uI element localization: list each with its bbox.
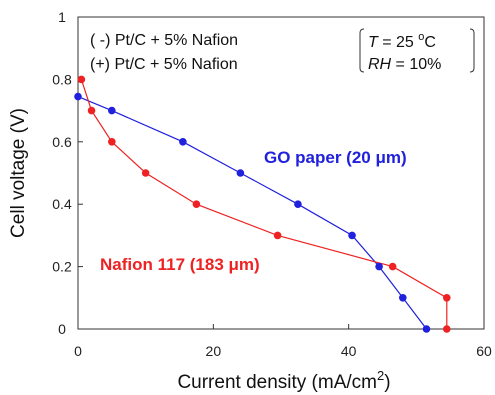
humidity-condition: RH = 10%	[368, 56, 441, 73]
data-point-nafion	[442, 294, 451, 302]
data-point-nafion	[388, 262, 397, 271]
x-tick-label: 20	[206, 343, 222, 359]
data-point-go-paper	[375, 262, 383, 271]
data-point-nafion	[141, 169, 150, 177]
data-point-nafion	[108, 138, 116, 146]
axis-ticks: 0 20 40 60 0 0.2 0.4 0.6 0.8 1	[52, 9, 492, 359]
series-label-nafion: Nafion 117 (183 μm)	[100, 255, 260, 274]
data-point-nafion	[77, 75, 86, 84]
data-point-nafion	[192, 200, 201, 208]
humidity-value: = 10%	[391, 56, 441, 73]
data-point-nafion	[442, 325, 451, 333]
y-axis-title: Cell voltage (V)	[8, 108, 29, 238]
x-tick-label: 0	[74, 343, 82, 359]
temperature-condition: T = 25 oC	[368, 31, 436, 51]
data-point-go-paper	[399, 294, 407, 302]
temperature-value: = 25	[378, 34, 418, 51]
x-tick-label: 60	[476, 343, 492, 359]
temperature-unit: C	[424, 34, 436, 51]
series-lines	[77, 79, 448, 330]
humidity-symbol: RH	[368, 56, 392, 73]
series-label-go-paper: GO paper (20 μm)	[264, 148, 407, 167]
data-point-nafion	[87, 106, 96, 115]
data-point-go-paper	[294, 200, 302, 208]
data-point-go-paper	[74, 92, 82, 101]
data-point-go-paper	[348, 231, 356, 240]
x-axis-title-main: Current density (mA/cm	[177, 372, 377, 393]
y-tick-label: 0.2	[52, 259, 72, 275]
series-line-nafion	[80, 79, 448, 329]
series-line-go-paper	[77, 96, 427, 330]
series-points	[74, 75, 451, 333]
legend-box: ( -) Pt/C + 5% Nafion (+) Pt/C + 5% Nafi…	[90, 32, 238, 73]
y-tick-label: 1	[58, 9, 66, 25]
data-point-nafion	[273, 231, 282, 240]
degree-mark: o	[418, 31, 424, 43]
x-axis-title-sup: 2	[377, 368, 384, 383]
x-tick-label: 40	[341, 343, 357, 359]
legend-line-anode: ( -) Pt/C + 5% Nafion	[90, 32, 238, 49]
data-point-go-paper	[108, 106, 116, 115]
legend-line-cathode: (+) Pt/C + 5% Nafion	[90, 56, 238, 73]
conditions-box: T = 25 oC RH = 10%	[359, 28, 475, 73]
plot-frame	[77, 16, 485, 330]
x-axis-title: Current density (mA/cm2)	[177, 368, 390, 393]
data-point-go-paper	[236, 169, 245, 177]
data-point-go-paper	[179, 138, 187, 146]
y-tick-label: 0.4	[52, 196, 72, 212]
data-point-go-paper	[422, 325, 431, 333]
x-axis-title-tail: )	[384, 372, 390, 393]
y-tick-label: 0.6	[52, 134, 72, 150]
y-tick-label: 0.8	[52, 71, 72, 87]
y-tick-label: 0	[58, 321, 66, 337]
temperature-symbol: T	[368, 34, 379, 51]
